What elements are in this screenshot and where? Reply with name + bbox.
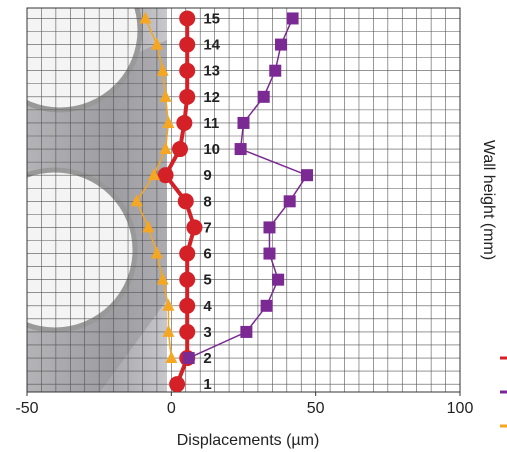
point <box>176 114 193 131</box>
point <box>234 143 247 156</box>
y-tick-label: 10 <box>203 141 220 158</box>
x-tick-label: -50 <box>15 400 38 417</box>
point <box>257 90 270 103</box>
y-tick-label: 5 <box>203 272 211 289</box>
point <box>171 141 188 158</box>
x-tick-label: 50 <box>307 400 325 417</box>
y-tick-label: 3 <box>203 324 211 341</box>
plot-frame <box>26 7 461 393</box>
x-tick-label: 0 <box>167 400 176 417</box>
point <box>165 351 178 364</box>
point <box>150 246 163 259</box>
y-tick-label: 8 <box>203 193 211 210</box>
point <box>283 195 296 208</box>
y-tick-label: 14 <box>203 37 220 54</box>
background-photo <box>0 0 167 452</box>
point <box>179 36 196 53</box>
y-tick-label: 13 <box>203 63 220 80</box>
point <box>179 297 196 314</box>
y-axis-label: Wall height (mm) <box>480 140 497 260</box>
point <box>142 220 155 233</box>
point <box>139 11 152 24</box>
point <box>130 194 143 207</box>
point <box>162 324 175 337</box>
point <box>260 299 273 312</box>
point <box>159 142 172 155</box>
point <box>157 167 174 184</box>
point <box>301 169 314 182</box>
point <box>272 273 285 286</box>
y-tick-label: 11 <box>203 115 219 132</box>
point <box>179 88 196 105</box>
y-tick-label: 6 <box>203 246 211 263</box>
point <box>179 323 196 340</box>
y-tick-label: 15 <box>203 10 220 27</box>
point <box>240 325 253 338</box>
y-tick-label: 4 <box>203 298 212 315</box>
point <box>179 271 196 288</box>
point <box>179 245 196 262</box>
point <box>179 62 196 79</box>
point <box>186 219 203 236</box>
point <box>237 116 250 129</box>
point <box>263 247 276 260</box>
y-tick-label: 2 <box>203 350 211 367</box>
x-tick-label: 100 <box>447 400 474 417</box>
point <box>162 298 175 311</box>
point <box>156 63 169 76</box>
point <box>162 115 175 128</box>
y-tick-label: 7 <box>203 219 211 236</box>
y-tick-label: 1 <box>203 376 211 393</box>
point <box>156 272 169 285</box>
point <box>177 193 194 210</box>
y-tick-label: 9 <box>203 167 211 184</box>
point <box>179 10 196 27</box>
point <box>169 376 186 393</box>
point <box>286 12 299 25</box>
y-tick-label: 12 <box>203 89 220 106</box>
point <box>150 37 163 50</box>
point <box>269 64 282 77</box>
point <box>275 38 288 51</box>
point <box>148 168 161 181</box>
point <box>159 89 172 102</box>
point <box>182 352 195 365</box>
x-axis-label: Displacements (µm) <box>177 432 320 449</box>
point <box>263 221 276 234</box>
